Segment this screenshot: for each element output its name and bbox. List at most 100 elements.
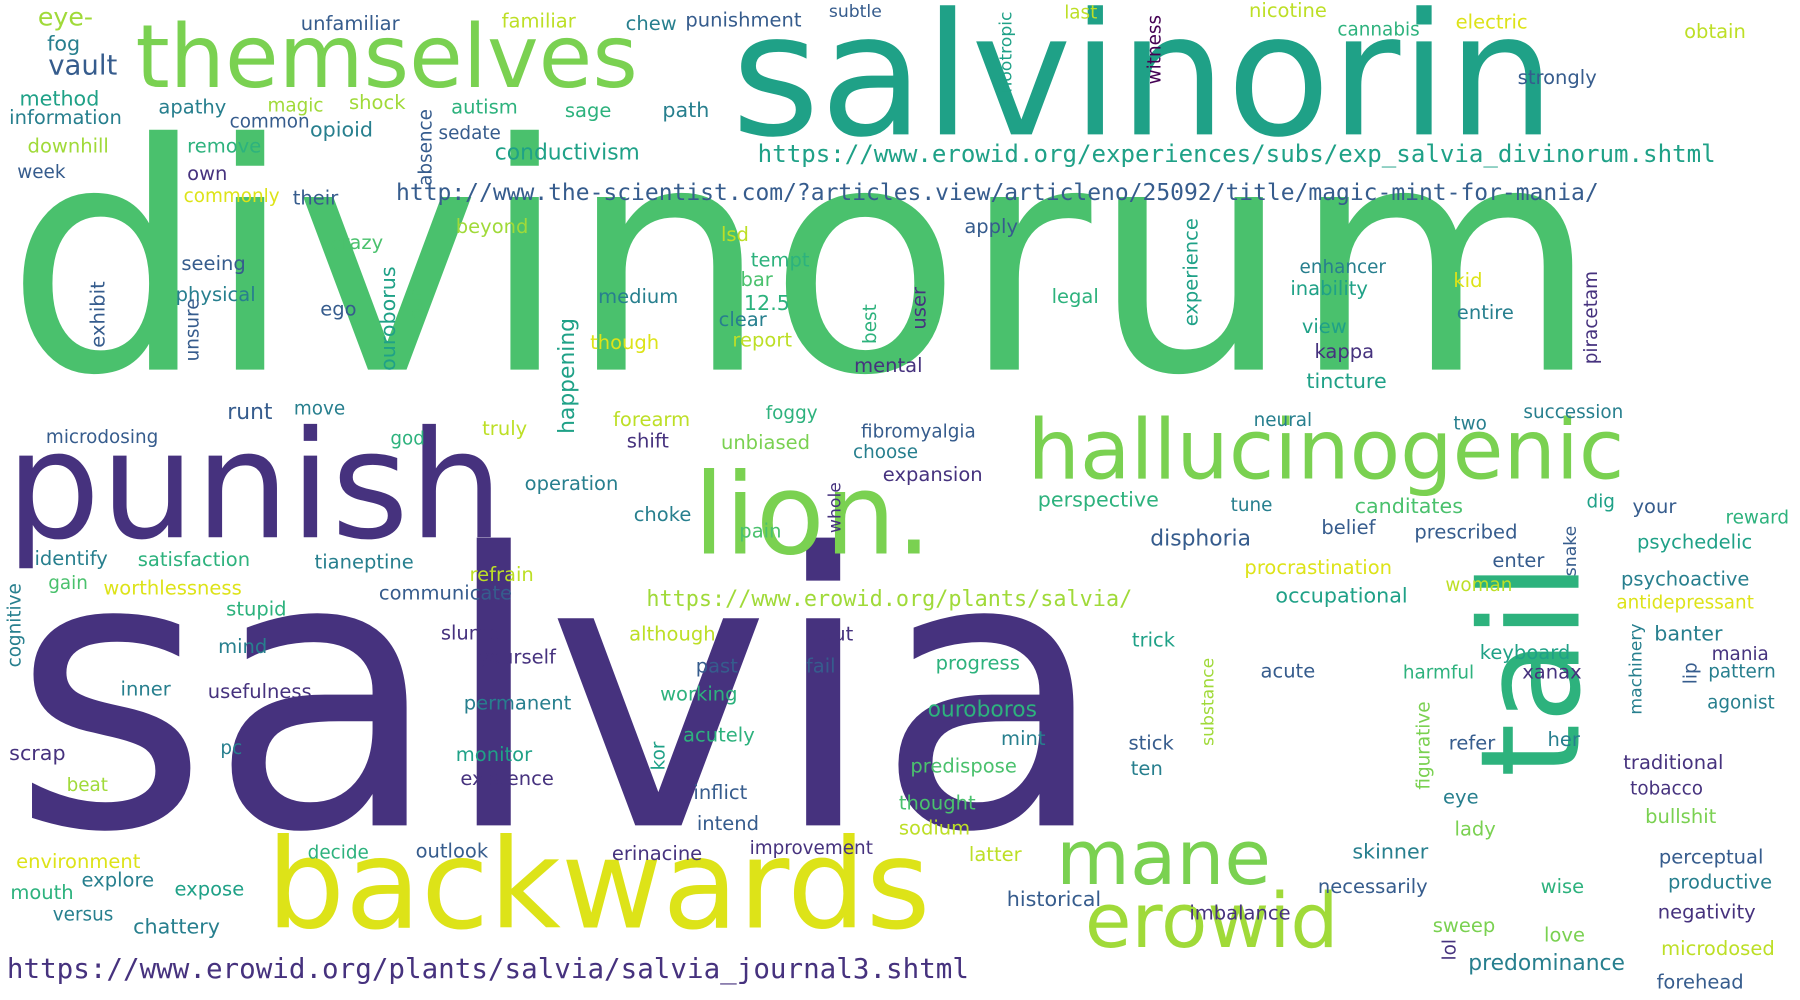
cloud-word: nicotine [1249,0,1327,23]
cloud-word: antidepressant [1616,591,1754,614]
cloud-word: mint [1001,727,1046,751]
cloud-word: necessarily [1317,875,1428,899]
cloud-word: mane [1056,813,1272,903]
cloud-word: unbiased [720,431,811,455]
cloud-word: hallucinogenic [1027,401,1625,499]
cloud-word: report [732,329,793,353]
cloud-word: inability [1290,277,1368,301]
cloud-word: pain [739,520,782,544]
cloud-word: canditates [1354,494,1463,519]
cloud-word: acute [1260,660,1316,684]
cloud-word: ten [1130,757,1163,781]
cloud-word: tianeptine [314,551,414,574]
cloud-word: remove [187,135,262,159]
cloud-word: gain [48,571,88,594]
cloud-word: wise [1540,875,1585,899]
cloud-word: intend [696,812,760,836]
cloud-word: erinacine [611,842,703,866]
cloud-word: unfamiliar [300,12,400,36]
cloud-word: crazy [330,231,384,255]
cloud-word: backwards [266,813,931,958]
cloud-word: refer [1448,732,1496,756]
cloud-word: witness [1143,14,1166,85]
cloud-word: whole [824,482,845,534]
cloud-word: mouth [10,881,74,905]
cloud-word: clear [718,308,767,332]
cloud-word: shock [348,91,406,115]
cloud-word: inner [120,678,171,702]
cloud-word: absence [414,109,437,186]
cloud-word: psychedelic [1637,531,1753,555]
cloud-word: belief [1321,516,1376,540]
cloud-word: beat [66,773,109,796]
cloud-word: vault [48,49,118,82]
cloud-word: decide [307,841,369,864]
cloud-word: yourself [477,646,556,670]
cloud-word: last [1064,1,1098,23]
cloud-word: monitor [455,743,533,767]
cloud-word: pattern [1708,660,1776,682]
cloud-word: choose [852,440,919,463]
cloud-word: worthlessness [103,577,242,601]
cloud-word: her [1547,728,1580,752]
cloud-word: physical [175,283,256,307]
cloud-word: identify [34,547,108,571]
cloud-word: existence [460,768,554,791]
cloud-word: https://www.erowid.org/plants/salvia/sal… [6,952,969,985]
cloud-word: tincture [1306,369,1387,394]
cloud-word: opioid [309,118,373,143]
cloud-word: electric [1455,11,1528,35]
cloud-word: versus [52,903,114,926]
cloud-word: eye- [37,3,94,33]
cloud-word: expose [174,878,245,902]
cloud-word: lady [1454,818,1496,842]
cloud-word: salvia [11,474,1108,915]
cloud-word: http://www.the-scientist.com/?articles.v… [396,177,1599,206]
cloud-word: god [390,427,425,449]
cloud-word: agonist [1707,691,1775,713]
cloud-word: tune [1230,493,1273,516]
cloud-word: environment [16,850,141,874]
cloud-word: microdosed [1661,937,1775,961]
cloud-word: mind [218,635,268,659]
cloud-word: legal [1051,285,1099,309]
cloud-word: move [293,397,346,420]
cloud-word: fail [805,655,836,679]
cloud-word: microdosing [45,425,159,448]
cloud-word: lol [1438,939,1461,961]
cloud-word: sage [564,99,612,123]
cloud-word: tobacco [1630,777,1703,800]
cloud-word: improvement [749,836,873,859]
cloud-word: occupational [1275,584,1408,609]
cloud-word: erowid [1084,877,1339,966]
cloud-word: beyond [455,215,529,239]
cloud-word: mental [854,354,923,378]
cloud-word: nootropic [995,11,1016,93]
cloud-word: snake [1560,525,1581,577]
cloud-word: medium [598,285,679,309]
cloud-word: stick [1128,732,1174,756]
cloud-word: kid [1453,269,1483,293]
cloud-word: 12.5 [743,291,790,316]
cloud-word: enter [1492,549,1545,573]
cloud-word: their [292,187,339,211]
cloud-word: unsure [181,298,204,362]
cloud-word: punishment [685,9,802,33]
cloud-word: runt [227,399,273,425]
cloud-word: perceptual [1658,846,1764,870]
cloud-word: trick [1131,629,1176,653]
cloud-word: stupid [226,598,287,622]
cloud-word: user [908,287,932,330]
cloud-word: ouroborus [376,266,401,371]
cloud-word: lsd [720,223,749,247]
cloud-word: week [17,160,66,183]
cloud-word: banter [1654,622,1723,647]
cloud-word: truly [482,417,528,441]
cloud-word: themselves [135,5,638,108]
cloud-word: traditional [1623,751,1724,775]
cloud-word: outlook [415,840,489,864]
cloud-word: best [858,304,881,344]
cloud-word: foggy [765,401,818,424]
cloud-word: experience [1180,218,1204,327]
cloud-word: lip [1679,662,1702,685]
